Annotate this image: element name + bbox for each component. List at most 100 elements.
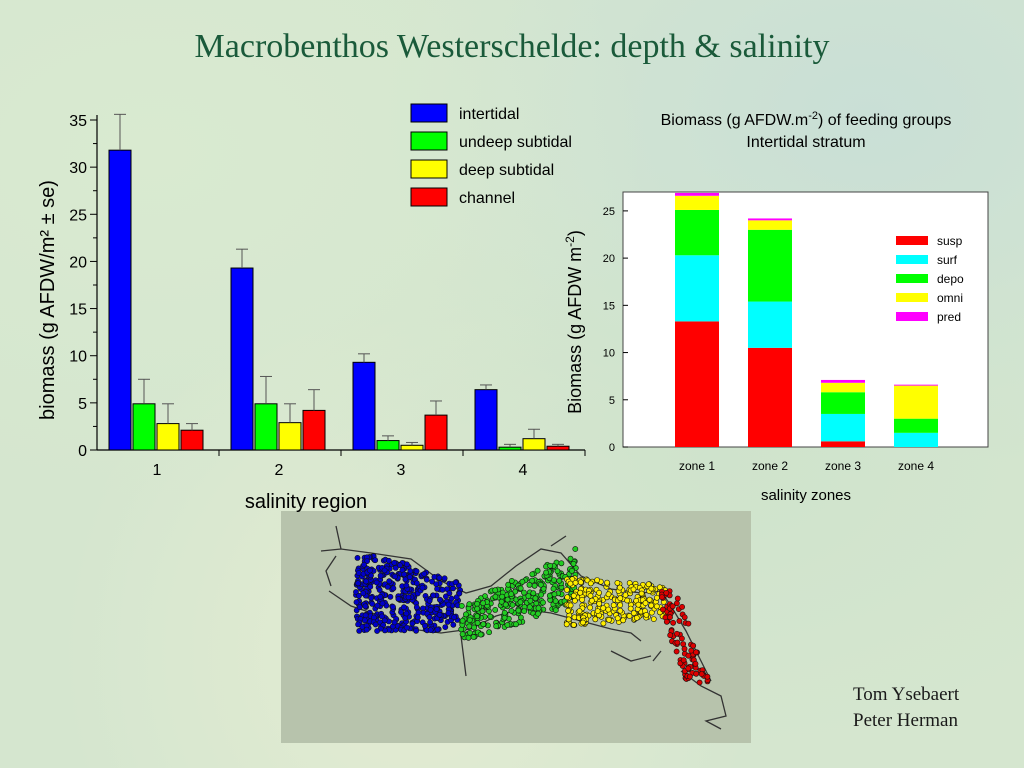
- sample-point: [353, 599, 360, 606]
- sample-point: [479, 608, 486, 615]
- sample-point: [676, 618, 683, 624]
- sample-point: [403, 610, 410, 617]
- sample-point: [421, 571, 428, 577]
- sample-point: [567, 580, 574, 587]
- sample-point: [423, 576, 430, 583]
- legend-label: deep subtidal: [459, 162, 554, 179]
- sample-point: [450, 621, 457, 628]
- sample-point: [508, 578, 515, 584]
- region-dots-green: [458, 546, 579, 641]
- sample-point: [363, 578, 369, 585]
- y-tick-label: 15: [603, 300, 615, 312]
- sample-point: [698, 671, 705, 677]
- sample-point: [492, 587, 499, 594]
- sample-point: [526, 582, 533, 588]
- sample-point: [445, 601, 452, 608]
- sample-point: [404, 561, 410, 568]
- sample-point: [458, 603, 465, 609]
- sample-point: [673, 648, 680, 655]
- sample-point: [600, 620, 607, 627]
- sample-point: [630, 586, 637, 593]
- sample-point: [638, 590, 645, 597]
- stacked-segment-pred: [748, 218, 792, 221]
- sample-point: [577, 589, 584, 596]
- sample-point: [459, 617, 466, 624]
- stacked-segment-susp: [748, 347, 792, 447]
- sample-point: [355, 580, 361, 587]
- y-tick-label: 30: [69, 160, 87, 177]
- legend-label: surf: [937, 253, 958, 267]
- x-axis-label: salinity region: [245, 491, 367, 513]
- stacked-segment-omni: [748, 220, 792, 230]
- y-tick-label: 5: [78, 396, 87, 413]
- y-axis-label: Biomass (g AFDW m-2): [563, 230, 585, 414]
- sample-point: [526, 604, 533, 610]
- sample-point: [405, 594, 412, 601]
- sample-point: [413, 568, 420, 575]
- y-tick-label: 10: [69, 349, 87, 366]
- sample-point: [436, 596, 443, 603]
- sample-point: [650, 616, 657, 622]
- sample-point: [538, 591, 544, 598]
- sample-point: [690, 642, 697, 649]
- sample-point: [648, 609, 655, 616]
- legend-swatch-deep-subtidal: [410, 159, 448, 179]
- sample-point: [474, 605, 481, 612]
- sample-point: [679, 604, 685, 610]
- sample-point: [563, 587, 570, 593]
- y-tick-label: 25: [603, 206, 615, 218]
- sample-point: [658, 594, 665, 600]
- sample-point: [459, 631, 466, 638]
- sample-point: [404, 624, 410, 631]
- sample-point: [429, 578, 435, 585]
- sample-point: [517, 599, 524, 606]
- sample-point: [572, 546, 579, 552]
- x-tick-label: zone 3: [825, 459, 861, 473]
- sample-point: [669, 603, 676, 610]
- sample-point: [525, 593, 532, 599]
- sample-point: [391, 559, 398, 566]
- legend-label: susp: [937, 234, 963, 248]
- sample-point: [413, 604, 420, 611]
- sample-point: [361, 617, 368, 624]
- sample-point: [501, 614, 508, 621]
- sample-point: [367, 567, 373, 574]
- sample-point: [414, 614, 421, 621]
- sample-point: [614, 580, 621, 586]
- sample-point: [543, 569, 549, 576]
- sample-point: [605, 591, 612, 598]
- sample-point: [369, 601, 376, 607]
- x-tick-label: zone 2: [752, 459, 788, 473]
- stacked-segment-susp: [821, 441, 865, 447]
- sample-point: [477, 631, 484, 638]
- sample-point: [401, 571, 408, 578]
- sample-point: [670, 619, 676, 626]
- sample-point: [567, 602, 574, 609]
- sample-point: [379, 613, 385, 620]
- sample-point: [606, 617, 612, 623]
- region-dots-blue: [353, 553, 463, 634]
- sample-point: [419, 584, 426, 591]
- x-tick-label: 4: [519, 462, 528, 479]
- sample-point: [381, 617, 388, 624]
- sample-point: [427, 627, 434, 633]
- sample-point: [592, 616, 599, 623]
- sample-point: [356, 628, 363, 634]
- sample-point: [614, 615, 621, 622]
- sample-point: [452, 579, 459, 586]
- sample-point: [537, 581, 544, 588]
- legend-swatch-channel: [410, 187, 448, 207]
- sample-point: [486, 629, 492, 636]
- sample-point: [512, 621, 519, 628]
- sample-point: [596, 589, 602, 596]
- y-tick-label: 20: [603, 253, 615, 265]
- credit-author-1: Tom Ysebaert: [853, 684, 960, 705]
- sample-point: [535, 610, 541, 617]
- sample-point: [565, 607, 571, 614]
- sample-point: [368, 595, 375, 601]
- sample-point: [426, 597, 433, 604]
- sample-point: [554, 568, 561, 574]
- sample-point: [508, 591, 515, 597]
- sample-point: [390, 585, 397, 592]
- slide-title: Macrobenthos Westerschelde: depth & sali…: [194, 28, 830, 65]
